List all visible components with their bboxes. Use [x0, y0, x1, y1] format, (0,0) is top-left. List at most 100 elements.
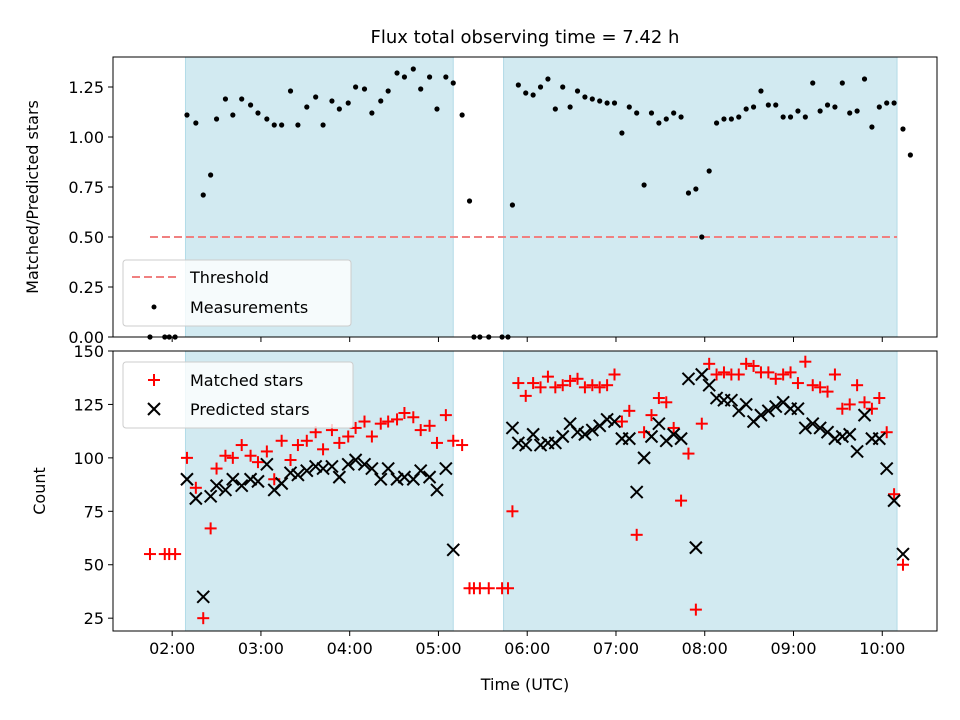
y-tick-label: 150: [73, 342, 104, 361]
matched-star-point: [219, 449, 232, 462]
x-tick-label: 05:00: [415, 639, 461, 658]
matched-star-point: [430, 436, 443, 449]
matched-star-point: [284, 454, 297, 467]
predicted-star-point: [526, 427, 540, 442]
measurement-point: [530, 92, 536, 98]
predicted-star-point: [637, 451, 651, 465]
matched-star-point: [407, 411, 420, 424]
predicted-star-point: [806, 416, 820, 431]
matched-star-point: [423, 419, 436, 432]
predicted-star-point: [180, 472, 194, 486]
predicted-star-point: [446, 543, 460, 557]
predicted-star-point: [203, 489, 218, 504]
matched-star-point: [821, 385, 834, 398]
matched-star-point: [608, 368, 621, 381]
matched-star-point: [601, 379, 614, 392]
y-tick-label: 0.75: [68, 178, 104, 197]
matched-star-point: [593, 381, 606, 394]
measurement-point: [802, 114, 808, 120]
measurement-point: [410, 66, 416, 72]
matched-star-point: [623, 404, 636, 417]
y-tick-label: 0.00: [68, 328, 104, 347]
shaded-interval: [503, 56, 898, 338]
predicted-star-point: [872, 431, 887, 446]
predicted-star-point: [791, 402, 805, 416]
predicted-star-point: [234, 478, 249, 493]
measurement-point: [208, 172, 214, 178]
predicted-star-point: [835, 429, 850, 444]
measurement-point: [817, 108, 823, 114]
measurement-point: [200, 192, 206, 198]
measurement-point: [222, 96, 229, 102]
predicted-star-point: [857, 408, 872, 422]
measurement-point: [604, 100, 610, 106]
legend-predicted-label: Predicted stars: [190, 400, 310, 419]
y-tick-label: 25: [84, 609, 104, 628]
measurement-point: [345, 100, 351, 106]
top-y-axis-label: Matched/Predicted stars: [23, 100, 42, 294]
predicted-star-point: [652, 416, 666, 431]
measurement-point: [271, 122, 277, 128]
matched-star-point: [534, 381, 547, 394]
predicted-star-point: [724, 393, 739, 407]
measurement-point: [582, 94, 588, 100]
matched-star-point: [865, 402, 878, 415]
matched-star-point: [717, 366, 730, 379]
matched-star-point: [630, 528, 643, 541]
predicted-star-point: [422, 470, 437, 484]
measurement-point: [758, 88, 764, 94]
matched-star-point: [851, 379, 864, 392]
matched-star-point: [645, 409, 658, 422]
matched-star-point: [777, 368, 790, 381]
matched-star-point: [358, 415, 371, 428]
predicted-star-point: [879, 461, 894, 476]
matched-star-point: [586, 379, 599, 392]
predicted-star-point: [828, 431, 842, 446]
matched-star-point: [675, 494, 688, 507]
top-measurement-points: [147, 66, 913, 340]
predicted-star-point: [332, 470, 347, 484]
measurement-point: [663, 116, 669, 122]
matched-star-point: [291, 439, 304, 452]
matched-star-point: [769, 372, 782, 385]
predicted-star-point: [519, 438, 533, 452]
predicted-star-point: [381, 461, 395, 476]
measurement-point: [401, 74, 408, 80]
measurement-point: [193, 120, 199, 126]
matched-star-point: [888, 488, 901, 501]
predicted-star-point: [533, 438, 548, 452]
predicted-star-point: [196, 590, 210, 604]
predicted-star-point: [666, 427, 681, 442]
matched-star-point: [762, 366, 775, 379]
matched-star-point: [695, 417, 708, 430]
measurement-point: [213, 116, 220, 122]
measurement-point: [545, 76, 551, 82]
measurement-point: [713, 120, 720, 126]
predicted-star-point: [709, 391, 724, 405]
predicted-star-point: [622, 431, 637, 446]
matched-star-point: [710, 368, 723, 381]
measurement-point: [295, 122, 301, 128]
measurement-point: [230, 112, 236, 118]
top-y-axis: 0.00 0.25 0.50 0.75 1.00 1.25: [68, 78, 113, 347]
legend-predicted-swatch: [147, 402, 161, 416]
measurement-point: [369, 110, 375, 116]
matched-star-point: [732, 368, 745, 381]
measurement-point: [699, 234, 705, 240]
y-tick-label: 1.25: [68, 78, 104, 97]
matched-star-point: [317, 443, 330, 456]
y-tick-label: 0.50: [68, 228, 104, 247]
matched-star-point: [682, 447, 695, 460]
x-tick-label: 07:00: [593, 639, 639, 658]
measurement-point: [336, 106, 342, 112]
predicted-star-point: [556, 429, 570, 444]
matched-star-point: [456, 439, 469, 452]
measurement-point: [780, 114, 786, 120]
matched-star-point: [652, 392, 665, 405]
bottom-matched-points: [143, 355, 909, 625]
measurement-point: [611, 100, 618, 106]
measurement-point: [773, 102, 779, 108]
predicted-star-point: [585, 423, 600, 437]
predicted-star-point: [689, 540, 703, 555]
